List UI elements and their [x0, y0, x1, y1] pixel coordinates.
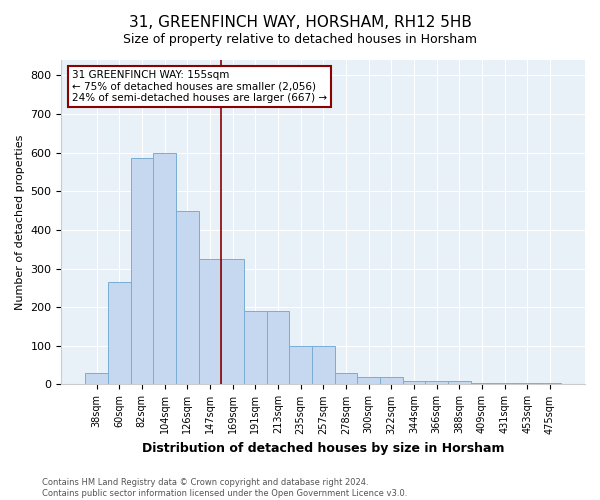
Bar	[403, 380, 425, 384]
Bar	[108, 282, 131, 384]
Bar	[221, 259, 244, 384]
Bar	[357, 376, 380, 384]
Text: 31, GREENFINCH WAY, HORSHAM, RH12 5HB: 31, GREENFINCH WAY, HORSHAM, RH12 5HB	[128, 15, 472, 30]
Bar	[470, 382, 493, 384]
Bar	[380, 376, 403, 384]
Text: Size of property relative to detached houses in Horsham: Size of property relative to detached ho…	[123, 32, 477, 46]
Bar	[266, 311, 289, 384]
X-axis label: Distribution of detached houses by size in Horsham: Distribution of detached houses by size …	[142, 442, 505, 455]
Bar	[493, 382, 516, 384]
Bar	[131, 158, 153, 384]
Bar	[176, 210, 199, 384]
Bar	[289, 346, 312, 385]
Bar	[425, 380, 448, 384]
Bar	[199, 259, 221, 384]
Y-axis label: Number of detached properties: Number of detached properties	[15, 134, 25, 310]
Bar	[539, 382, 561, 384]
Bar	[448, 380, 470, 384]
Text: Contains HM Land Registry data © Crown copyright and database right 2024.
Contai: Contains HM Land Registry data © Crown c…	[42, 478, 407, 498]
Bar	[312, 346, 335, 385]
Text: 31 GREENFINCH WAY: 155sqm
← 75% of detached houses are smaller (2,056)
24% of se: 31 GREENFINCH WAY: 155sqm ← 75% of detac…	[72, 70, 327, 103]
Bar	[244, 311, 266, 384]
Bar	[516, 382, 539, 384]
Bar	[85, 373, 108, 384]
Bar	[153, 152, 176, 384]
Bar	[335, 373, 357, 384]
